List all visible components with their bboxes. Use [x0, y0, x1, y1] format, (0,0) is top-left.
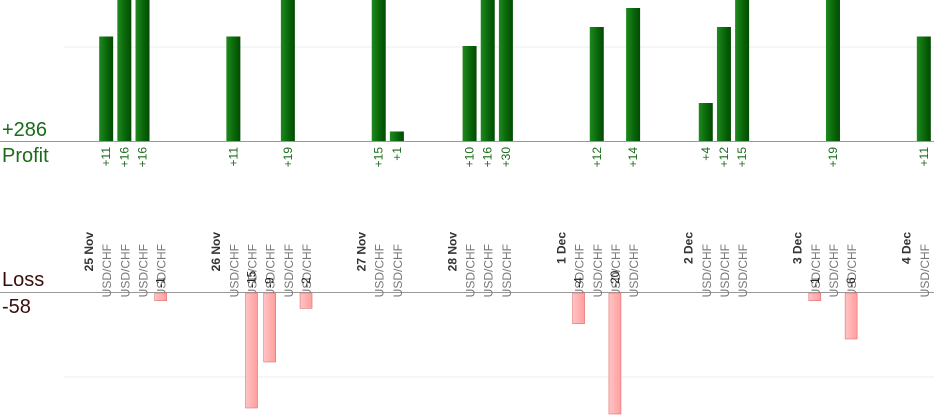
pair-label: USD/CHF: [482, 244, 496, 297]
profit-value-label: +30: [499, 147, 513, 168]
pair-label: USD/CHF: [373, 244, 387, 297]
date-label: 1 Dec: [554, 232, 568, 264]
profit-value-label: +19: [281, 147, 295, 168]
pair-label: USD/CHF: [845, 244, 859, 297]
profit-bar: [698, 103, 713, 141]
loss-bar: [245, 292, 258, 409]
pair-label: USD/CHF: [809, 244, 823, 297]
loss-value-label: -1: [808, 277, 822, 288]
loss-bar: [263, 292, 277, 363]
profit-bar: [462, 46, 477, 141]
date-label: 28 Nov: [445, 232, 459, 272]
pair-label: USD/CHF: [591, 244, 605, 297]
loss-bar: [844, 292, 858, 340]
pair-label: USD/CHF: [246, 244, 260, 297]
profit-value-label: +19: [826, 147, 840, 168]
profit-bar: [498, 0, 513, 141]
date-label: 2 Dec: [682, 232, 696, 264]
pair-label: USD/CHF: [500, 244, 514, 297]
profit-value-label: +4: [699, 147, 713, 161]
pair-label: USD/CHF: [573, 244, 587, 297]
profit-value-label: +16: [481, 147, 495, 168]
profit-bar: [371, 0, 386, 141]
profit-bar: [916, 36, 931, 141]
profit-value-label: +10: [463, 147, 477, 168]
pair-label: USD/CHF: [391, 244, 405, 297]
profit-value-label: +12: [590, 147, 604, 168]
profit-value-label: +15: [372, 147, 386, 168]
profit-bar: [389, 131, 404, 141]
pair-label: USD/CHF: [827, 244, 841, 297]
date-label: 26 Nov: [209, 232, 223, 272]
profit-bar: [480, 0, 495, 141]
pair-label: USD/CHF: [609, 244, 623, 297]
date-label: 25 Nov: [82, 232, 96, 272]
loss-value-label: -2: [299, 277, 313, 288]
profit-bar: [825, 0, 840, 141]
loss-value-label: -1: [154, 277, 168, 288]
pair-label: USD/CHF: [227, 244, 241, 297]
pair-label: USD/CHF: [100, 244, 114, 297]
profit-value-label: +16: [136, 147, 150, 168]
pair-label: USD/CHF: [282, 244, 296, 297]
pair-label: USD/CHF: [700, 244, 714, 297]
date-label: 3 Dec: [791, 232, 805, 264]
profit-value-label: +15: [735, 147, 749, 168]
profit-value-label: +14: [626, 147, 640, 168]
pair-label: USD/CHF: [718, 244, 732, 297]
date-label: 4 Dec: [900, 232, 914, 264]
pair-label: USD/CHF: [300, 244, 314, 297]
loss-bar: [299, 292, 313, 309]
loss-bar: [808, 292, 822, 301]
pair-label: USD/CHF: [264, 244, 278, 297]
profit-bar: [735, 0, 750, 141]
pair-label: USD/CHF: [464, 244, 478, 297]
pair-label: USD/CHF: [736, 244, 750, 297]
profit-bar: [117, 0, 132, 141]
profit-value-label: +11: [99, 147, 113, 167]
loss-value-label: -9: [263, 277, 277, 288]
loss-bar: [608, 292, 622, 415]
loss-bar: [154, 292, 167, 301]
profit-bar: [626, 8, 641, 141]
pair-label: USD/CHF: [918, 244, 932, 297]
pair-label: USD/CHF: [155, 244, 169, 297]
pair-label: USD/CHF: [137, 244, 151, 297]
loss-bar: [572, 292, 585, 324]
loss-value-label: -15: [245, 270, 259, 288]
profit-value-label: +1: [390, 147, 404, 161]
pair-label: USD/CHF: [627, 244, 641, 297]
profit-label: Profit: [2, 145, 49, 167]
profit-bar: [99, 36, 114, 141]
pair-label: USD/CHF: [118, 244, 132, 297]
profit-value-label: +11: [917, 147, 931, 167]
profit-bar: [589, 27, 604, 141]
loss-value-label: -6: [844, 277, 858, 288]
profit-value-label: +16: [117, 147, 131, 168]
profit-bar: [280, 0, 295, 141]
profit-value-label: +12: [717, 147, 731, 168]
profit-value-label: +11: [226, 147, 240, 167]
profit-bar: [135, 0, 150, 141]
profit-total: +286: [2, 119, 48, 141]
loss-value-label: -20: [608, 270, 622, 288]
date-label: 27 Nov: [355, 232, 369, 272]
profit-bar: [716, 27, 731, 141]
profit-bar: [226, 36, 241, 141]
loss-value-label: -4: [572, 277, 586, 288]
loss-total: -58: [2, 296, 31, 318]
loss-label: Loss: [2, 269, 45, 291]
